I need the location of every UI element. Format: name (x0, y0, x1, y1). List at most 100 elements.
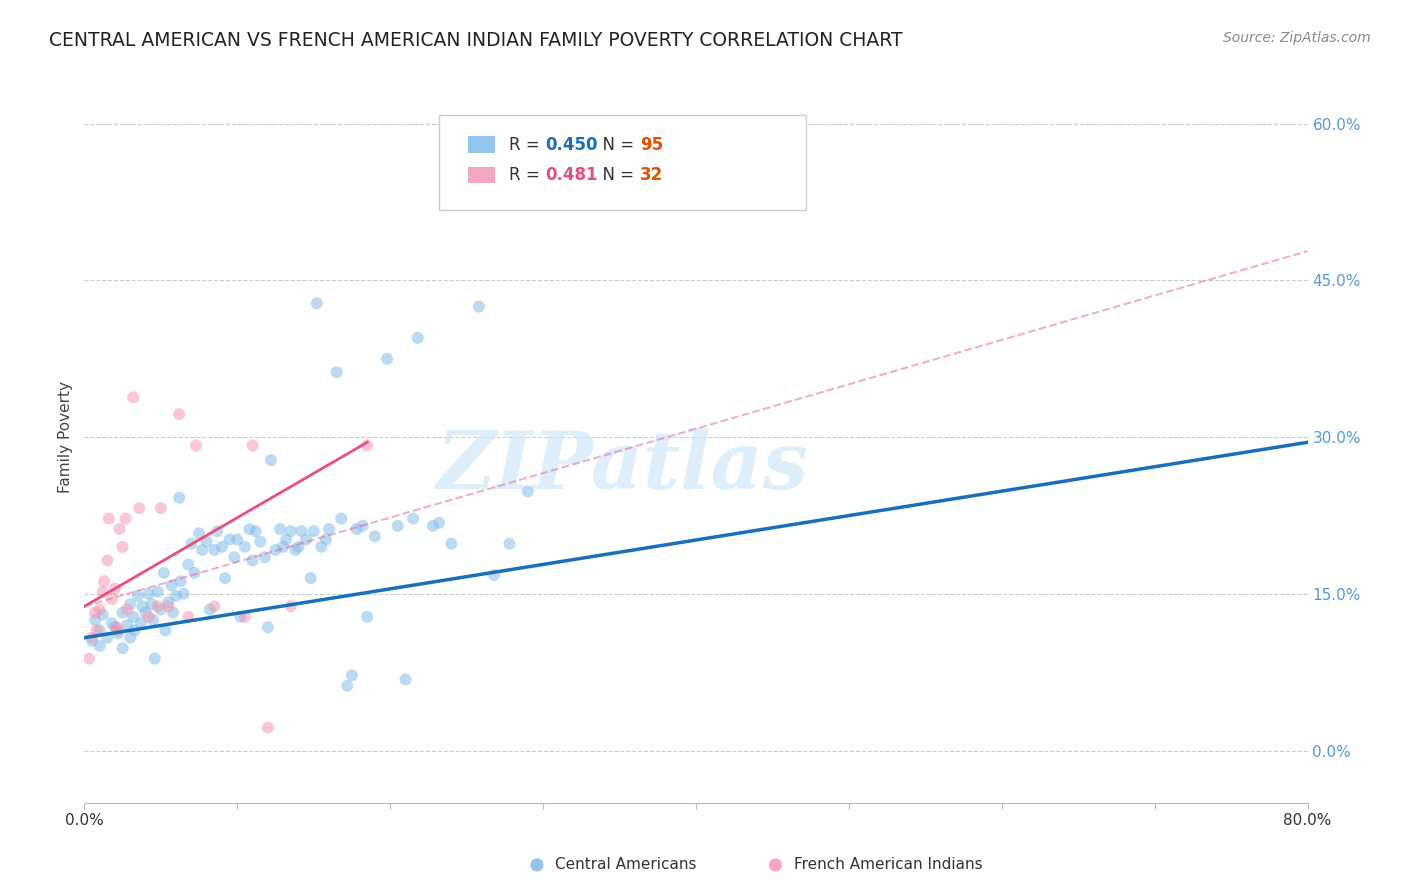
Point (89, 602, 111, 616)
FancyBboxPatch shape (468, 167, 495, 183)
Point (157, 599, 180, 614)
Point (183, 566, 205, 580)
Point (290, 524, 312, 538)
Text: 0.450: 0.450 (546, 136, 598, 153)
Point (394, 673, 416, 687)
Point (146, 584, 169, 599)
Point (936, 832, 959, 847)
Point (86, 624, 108, 638)
Point (155, 624, 177, 638)
Point (233, 540, 256, 554)
Point (340, 668, 363, 682)
Text: CENTRAL AMERICAN VS FRENCH AMERICAN INDIAN FAMILY POVERTY CORRELATION CHART: CENTRAL AMERICAN VS FRENCH AMERICAN INDI… (49, 31, 903, 50)
Point (229, 609, 252, 624)
Text: 0.481: 0.481 (546, 166, 598, 185)
Point (96, 631, 118, 645)
Point (318, 522, 340, 536)
Point (402, 511, 425, 525)
Point (260, 453, 283, 467)
Point (287, 540, 309, 554)
Point (127, 589, 149, 603)
Point (89, 624, 111, 638)
Point (91, 607, 114, 622)
Point (238, 522, 260, 536)
Text: French American Indians: French American Indians (794, 857, 983, 872)
Point (84, 606, 107, 620)
Point (468, 300, 491, 314)
Point (387, 519, 409, 533)
Point (105, 620, 128, 634)
Point (153, 566, 176, 580)
Text: 32: 32 (640, 166, 664, 185)
Point (138, 609, 160, 624)
Point (131, 599, 153, 614)
Point (160, 578, 183, 592)
Point (346, 522, 368, 536)
Point (89, 639, 111, 653)
Point (104, 620, 127, 634)
Point (180, 536, 202, 550)
Point (120, 597, 142, 611)
Point (115, 602, 138, 616)
Point (516, 484, 538, 499)
Point (138, 587, 160, 601)
Point (269, 522, 291, 536)
Point (257, 721, 280, 735)
Point (249, 534, 271, 549)
Point (107, 626, 129, 640)
Point (195, 534, 218, 549)
Point (245, 524, 267, 538)
Point (146, 599, 169, 614)
Text: Central Americans: Central Americans (555, 857, 697, 872)
Point (124, 624, 146, 638)
Point (336, 679, 359, 693)
Point (111, 641, 134, 656)
Point (280, 599, 302, 614)
Point (427, 516, 450, 530)
Point (375, 351, 398, 366)
FancyBboxPatch shape (439, 115, 806, 211)
Point (162, 606, 184, 620)
Text: N =: N = (592, 136, 640, 153)
Point (177, 609, 200, 624)
Point (135, 606, 157, 620)
Point (271, 540, 294, 554)
Point (242, 553, 264, 567)
Point (214, 571, 236, 585)
Point (207, 524, 229, 538)
Text: Source: ZipAtlas.com: Source: ZipAtlas.com (1223, 31, 1371, 45)
Point (202, 599, 225, 614)
Point (93, 574, 115, 589)
Point (295, 533, 318, 547)
Point (129, 616, 152, 631)
Point (233, 609, 256, 624)
Point (101, 592, 124, 607)
Point (114, 511, 136, 525)
Point (211, 540, 233, 554)
Y-axis label: Family Poverty: Family Poverty (58, 381, 73, 493)
Point (142, 613, 165, 627)
Point (191, 543, 214, 558)
Point (108, 522, 131, 536)
Point (352, 519, 374, 533)
Point (80, 631, 103, 645)
Point (257, 620, 280, 634)
Point (638, 832, 661, 847)
Point (498, 536, 520, 550)
Point (264, 543, 287, 558)
Point (356, 609, 378, 624)
Point (141, 597, 163, 611)
Point (111, 606, 134, 620)
Point (115, 618, 138, 632)
Point (202, 543, 225, 558)
Point (167, 491, 190, 505)
Text: 95: 95 (640, 136, 662, 153)
Point (280, 524, 302, 538)
Point (107, 624, 129, 638)
Text: ZIPatlas: ZIPatlas (436, 427, 808, 505)
Point (284, 543, 307, 558)
Point (167, 407, 190, 421)
Point (406, 331, 429, 345)
Point (173, 587, 195, 601)
Point (77, 651, 100, 665)
